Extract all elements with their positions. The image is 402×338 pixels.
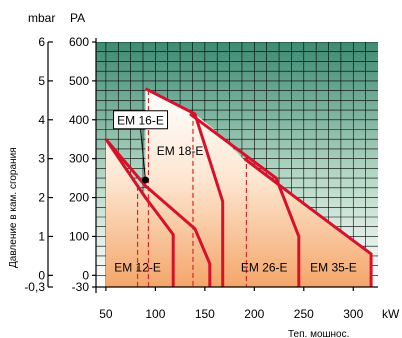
y-axis-title: Давление в кам. сгорания [8, 147, 19, 268]
x-tick-label: 150 [195, 307, 215, 321]
curve-em-18-e [144, 87, 225, 287]
y-unit-right: PA [70, 11, 85, 25]
label-em-16-e: EM 16-E [117, 113, 164, 127]
mbar-tick-label: -0,3 [24, 280, 45, 294]
mbar-tick-label: 2 [38, 191, 45, 205]
pa-tick-label: 300 [69, 152, 89, 166]
x-tick-label: 50 [99, 307, 113, 321]
curve-em-12-e [104, 138, 175, 287]
callout-box [113, 110, 169, 130]
x-tick-label: 300 [343, 307, 363, 321]
curves [104, 87, 373, 287]
mbar-tick-label: 1 [38, 229, 45, 243]
curve-em-35-e [243, 157, 373, 287]
pa-tick-label: 600 [69, 35, 89, 49]
pa-tick-label: 100 [69, 229, 89, 243]
pa-tick-label: 200 [69, 191, 89, 205]
pa-tick-label: 500 [69, 74, 89, 88]
label-em-26-e: EM 26-E [241, 261, 288, 275]
axes [47, 38, 378, 293]
pa-tick-label: 400 [69, 113, 89, 127]
series-labels: EM 12-E EM 18-E EM 26-E EM 35-E EM 16-E [113, 110, 357, 275]
pa-tick-label: -30 [72, 280, 90, 294]
mbar-tick-label: 3 [38, 152, 45, 166]
mbar-tick-label: 6 [38, 35, 45, 49]
label-em-18-e: EM 18-E [157, 144, 204, 158]
x-axis-title: Теп. мошнос. [288, 329, 349, 338]
curve-em-16-e [104, 138, 212, 287]
callout-point [141, 176, 149, 184]
x-tick-label: 250 [294, 307, 314, 321]
x-unit: kW [382, 307, 400, 321]
y-unit-left: mbar [28, 11, 55, 25]
mbar-tick-label: 4 [38, 113, 45, 127]
x-tick-label: 100 [145, 307, 165, 321]
callout-leader [140, 128, 146, 181]
curve-em-26-e [189, 112, 301, 287]
mbar-tick-label: 0 [38, 268, 45, 282]
pa-tick-label: 0 [82, 268, 89, 282]
label-em-12-e: EM 12-E [114, 261, 161, 275]
mbar-tick-label: 5 [38, 74, 45, 88]
label-em-35-e: EM 35-E [310, 261, 357, 275]
x-tick-label: 200 [244, 307, 264, 321]
